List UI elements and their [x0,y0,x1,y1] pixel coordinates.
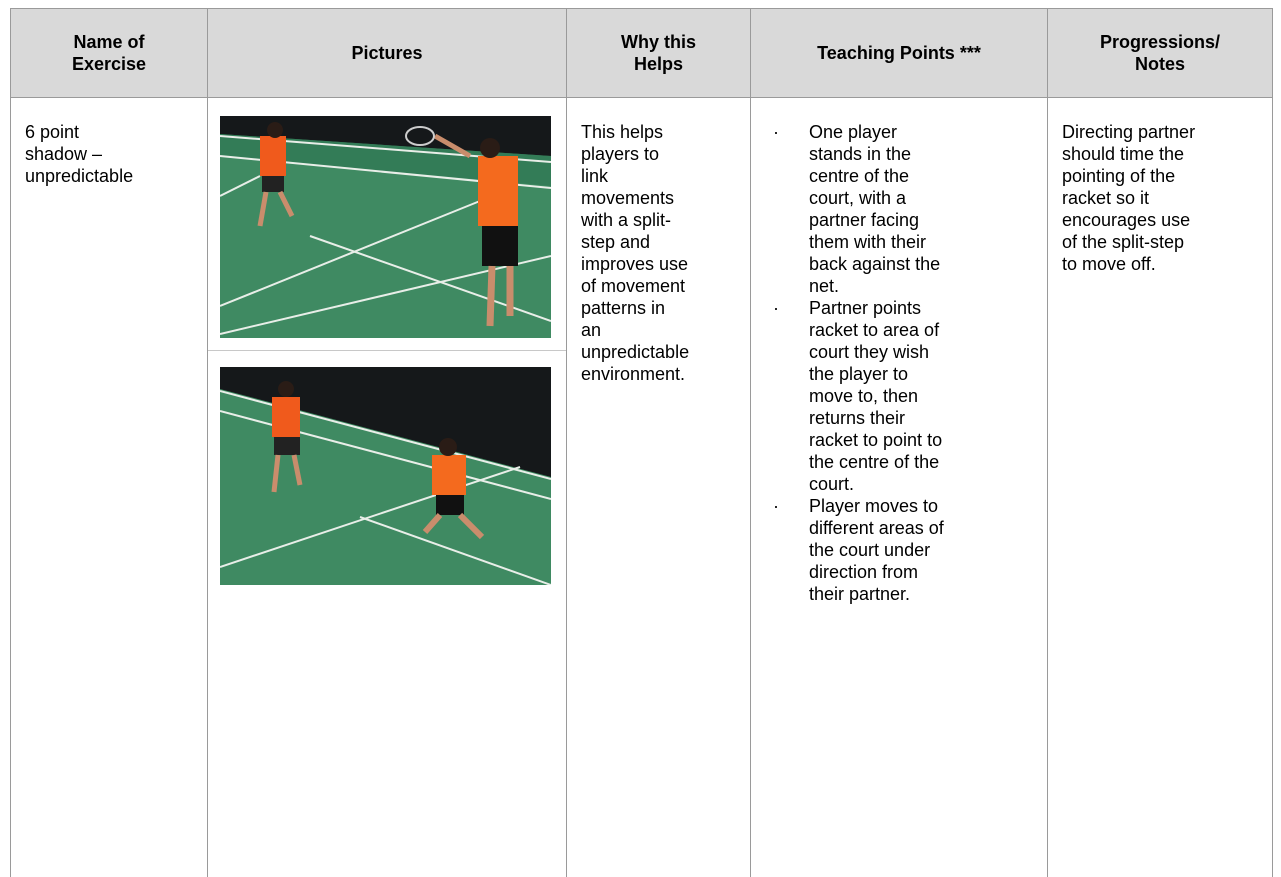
name-cell: 6 point shadow – unpredictable [10,97,208,877]
bullet: · [773,496,779,516]
photo [220,116,551,338]
notes-cell: Directing partner should time the pointi… [1047,97,1273,877]
teaching-point-text: Partner points racket to area of court t… [809,298,943,494]
header-cell: Why this Helps [566,8,751,98]
header-cell: Teaching Points *** [750,8,1048,98]
teaching-point: · One player stands in the centre of the … [765,121,1035,297]
teaching-point: · Partner points racket to area of court … [765,297,1035,495]
photo [220,367,551,585]
header-cell: Name of Exercise [10,8,208,98]
separator [208,350,566,351]
bullet: · [773,122,779,142]
why-cell: This helps players to link movements wit… [566,97,751,877]
teaching-point-text: One player stands in the centre of the c… [809,122,941,296]
teaching-point: · Player moves to different areas of the … [765,495,1035,605]
teaching-point-text: Player moves to different areas of the c… [809,496,944,604]
bullet: · [773,298,779,318]
header-cell: Progressions/ Notes [1047,8,1273,98]
teaching-cell: · One player stands in the centre of the … [750,97,1048,877]
header-cell: Pictures [207,8,567,98]
